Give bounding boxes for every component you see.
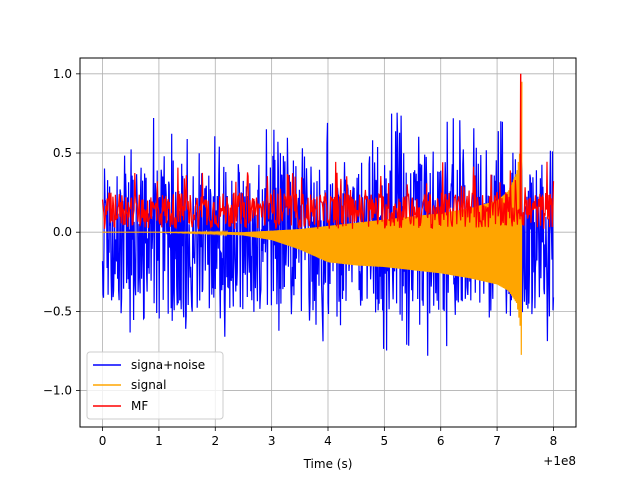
x-tick-label: 2 xyxy=(211,434,219,448)
y-tick-label: 0.0 xyxy=(53,225,72,239)
series-layer xyxy=(101,73,555,356)
legend: signa+noise signal MF xyxy=(86,351,224,420)
legend-frame xyxy=(86,351,224,420)
x-tick-label: 7 xyxy=(493,434,501,448)
x-axis-label: Time (s) xyxy=(303,457,353,471)
x-tick-label: 1 xyxy=(155,434,163,448)
series-signal-line xyxy=(102,81,523,355)
x-tick-label: 8 xyxy=(550,434,558,448)
x-tick-label: 3 xyxy=(268,434,276,448)
x-axis: 0 1 2 3 4 5 6 7 8 xyxy=(99,427,558,448)
x-tick-label: 0 xyxy=(99,434,107,448)
legend-label-signa-noise: signa+noise xyxy=(131,358,205,372)
y-tick-label: 1.0 xyxy=(53,67,72,81)
y-tick-label: −0.5 xyxy=(43,304,72,318)
x-axis-offset-label: +1e8 xyxy=(543,454,576,468)
y-tick-label: −1.0 xyxy=(43,384,72,398)
legend-label-mf: MF xyxy=(131,399,148,413)
x-tick-label: 5 xyxy=(381,434,389,448)
x-tick-label: 6 xyxy=(437,434,445,448)
y-tick-label: 0.5 xyxy=(53,146,72,160)
x-tick-label: 4 xyxy=(324,434,332,448)
y-axis: 1.0 0.5 0.0 −0.5 −1.0 xyxy=(43,67,80,398)
series-mf-line xyxy=(101,73,555,230)
legend-label-signal: signal xyxy=(131,378,167,392)
